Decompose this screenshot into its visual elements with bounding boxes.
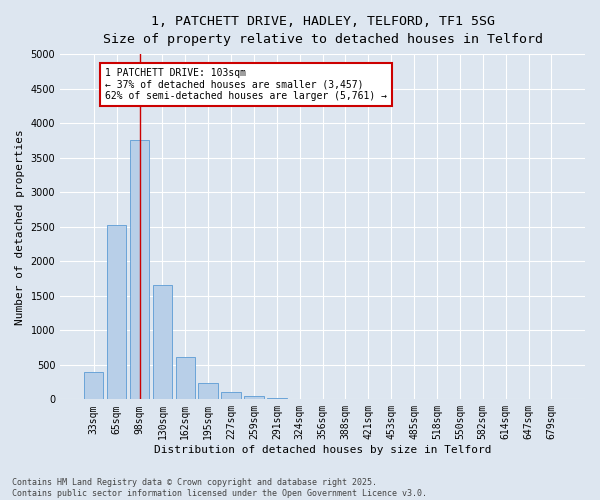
Text: Contains HM Land Registry data © Crown copyright and database right 2025.
Contai: Contains HM Land Registry data © Crown c… xyxy=(12,478,427,498)
Bar xyxy=(244,396,263,400)
Bar xyxy=(84,372,103,400)
X-axis label: Distribution of detached houses by size in Telford: Distribution of detached houses by size … xyxy=(154,445,491,455)
Bar xyxy=(130,140,149,400)
Bar xyxy=(176,357,195,400)
Bar xyxy=(199,384,218,400)
Bar xyxy=(290,398,310,400)
Y-axis label: Number of detached properties: Number of detached properties xyxy=(15,129,25,324)
Bar xyxy=(221,392,241,400)
Bar xyxy=(267,398,287,400)
Title: 1, PATCHETT DRIVE, HADLEY, TELFORD, TF1 5SG
Size of property relative to detache: 1, PATCHETT DRIVE, HADLEY, TELFORD, TF1 … xyxy=(103,15,542,46)
Bar xyxy=(107,224,127,400)
Text: 1 PATCHETT DRIVE: 103sqm
← 37% of detached houses are smaller (3,457)
62% of sem: 1 PATCHETT DRIVE: 103sqm ← 37% of detach… xyxy=(105,68,387,101)
Bar xyxy=(152,286,172,400)
